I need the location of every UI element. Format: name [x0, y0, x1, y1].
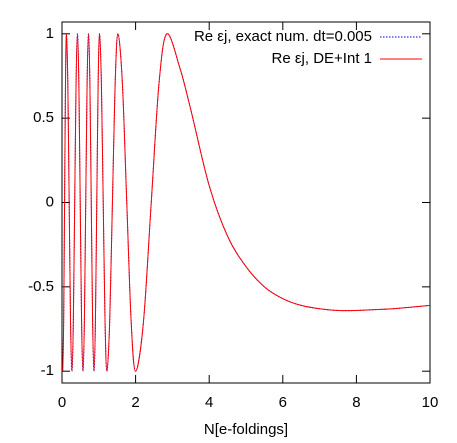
x-tick-label: 6	[279, 394, 287, 411]
series-line	[62, 33, 431, 372]
x-tick-label: 4	[205, 394, 213, 411]
x-axis-label: N[e-foldings]	[204, 421, 288, 438]
y-tick-label: -1	[41, 362, 54, 379]
y-tick-label: -0.5	[28, 278, 54, 295]
x-tick-label: 0	[58, 394, 66, 411]
y-tick-label: 0.5	[33, 109, 54, 126]
series-line	[62, 33, 431, 372]
plot-frame	[61, 21, 431, 384]
legend-label: Re εj, DE+Int 1	[272, 50, 372, 67]
y-tick-label: 0	[46, 193, 54, 210]
y-tick-label: 1	[46, 25, 54, 42]
legend-label: Re εj, exact num. dt=0.005	[194, 28, 372, 45]
x-tick-label: 2	[131, 394, 139, 411]
x-tick-label: 8	[352, 394, 360, 411]
x-tick-label: 10	[422, 394, 439, 411]
